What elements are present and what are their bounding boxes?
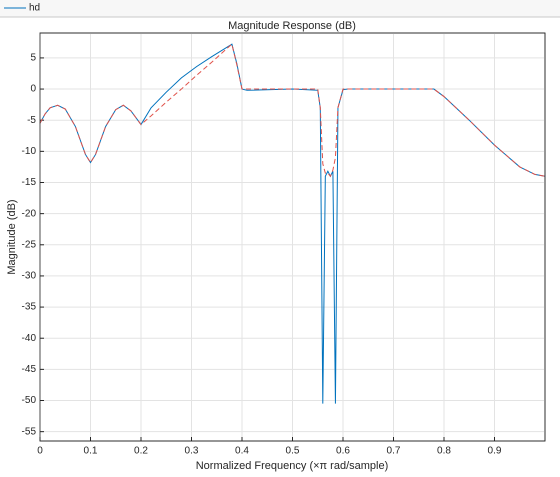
x-tick-label: 0.9	[488, 446, 502, 457]
x-tick-label: 0.8	[437, 446, 451, 457]
y-tick-label: -55	[22, 426, 37, 437]
y-tick-label: -10	[22, 146, 37, 157]
y-tick-label: -35	[22, 302, 37, 313]
y-tick-label: -40	[22, 333, 37, 344]
y-tick-label: -15	[22, 177, 37, 188]
chart-title: Magnitude Response (dB)	[228, 20, 356, 32]
plot-frame	[39, 32, 546, 442]
y-tick-label: 5	[30, 53, 36, 64]
x-axis-label: Normalized Frequency (×π rad/sample)	[196, 460, 389, 472]
x-tick-label: 0.5	[286, 446, 300, 457]
y-tick-label: -5	[27, 115, 36, 126]
legend-label: hd	[29, 3, 40, 14]
y-tick-label: -50	[22, 395, 37, 406]
series-line	[39, 43, 546, 178]
x-tick-label: 0.2	[134, 446, 148, 457]
y-axis-label: Magnitude (dB)	[6, 199, 18, 274]
y-tick-label: -20	[22, 208, 37, 219]
x-tick-label: 0	[37, 446, 43, 457]
legend-bar	[0, 0, 560, 17]
x-tick-label: 0.3	[185, 446, 199, 457]
y-tick-label: -45	[22, 364, 37, 375]
x-tick-label: 0.6	[336, 446, 350, 457]
y-tick-label: -25	[22, 239, 37, 250]
x-tick-label: 0.7	[387, 446, 401, 457]
x-tick-label: 0.1	[84, 446, 98, 457]
y-tick-label: 0	[30, 84, 36, 95]
y-tick-label: -30	[22, 271, 37, 282]
x-tick-label: 0.4	[235, 446, 249, 457]
